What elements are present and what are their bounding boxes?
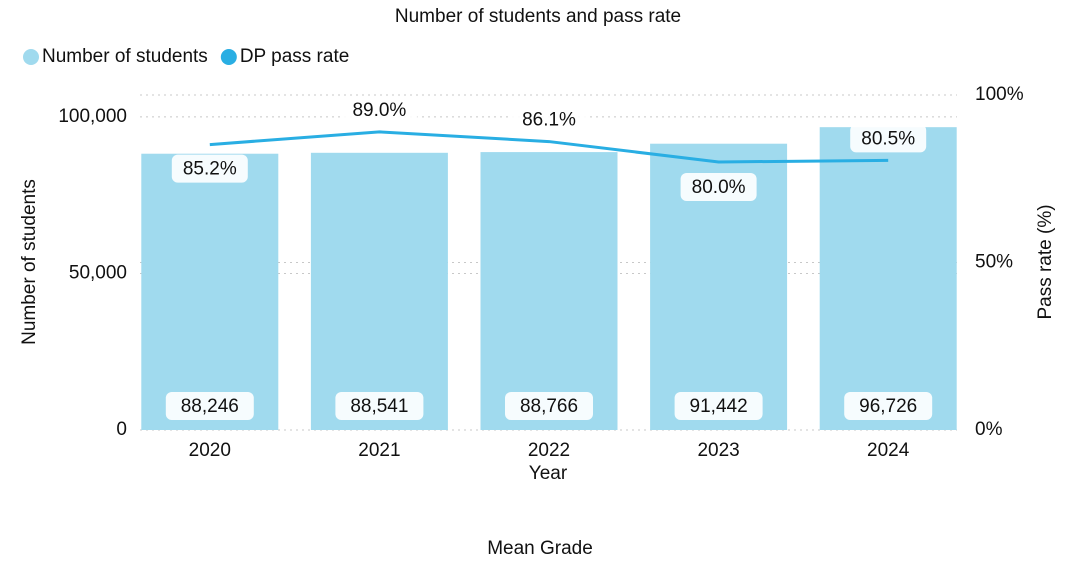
bar [819,127,957,430]
data-label: 86.1% [522,110,576,131]
labels: 88,246 88,541 88,766 91,442 96,726 85.2% 89.0%… [165,95,933,420]
bar [310,152,448,431]
legend-marker [23,49,39,65]
data-label: 96,726 [859,396,917,417]
label-box [165,392,254,420]
data-label: 85.2% [183,159,237,180]
bar [141,153,279,430]
x-tick-label: 2022 [528,440,570,461]
label-box [505,392,593,420]
y-tick-label: 50,000 [69,262,127,283]
legend-label: Number of students [42,46,208,67]
y2-tick-label: 50% [975,252,1013,273]
legend-label: DP pass rate [240,46,349,67]
bars [141,127,957,431]
label-box [844,392,933,420]
x-tick-label: 2024 [867,440,910,461]
label-box [680,173,757,201]
data-label: 89.0% [352,100,406,121]
label-box [341,95,418,124]
x-tick-label: 2021 [358,440,400,461]
data-label: 88,541 [350,396,408,417]
data-label: 80.0% [692,177,746,198]
label-box [171,154,248,183]
footer: Mean Grade [487,538,593,559]
lines [209,130,889,164]
y-tick-label: 100,000 [58,106,127,127]
y2-tick-label: 0% [975,419,1003,440]
label-box [335,392,424,420]
line [209,130,889,164]
label-box [674,392,763,420]
y2-tick-label: 100% [975,84,1024,105]
chart-title: Number of students and pass rate [395,6,681,27]
x-axis-label: Year [529,463,568,484]
label-box [850,124,927,153]
data-label: 91,442 [690,396,748,417]
data-label: 88,246 [181,396,239,417]
data-label: 88,766 [520,396,578,417]
y-axis-label: Number of students [19,179,40,345]
label-box [511,105,587,134]
bar [480,152,618,430]
y2-axis-label: Pass rate (%) [1035,204,1056,319]
x-tick-label: 2023 [697,440,739,461]
y-tick-label: 0 [116,419,127,440]
legend-marker [220,49,237,65]
x-tick-label: 2020 [189,440,231,461]
data-label: 80.5% [861,128,915,149]
